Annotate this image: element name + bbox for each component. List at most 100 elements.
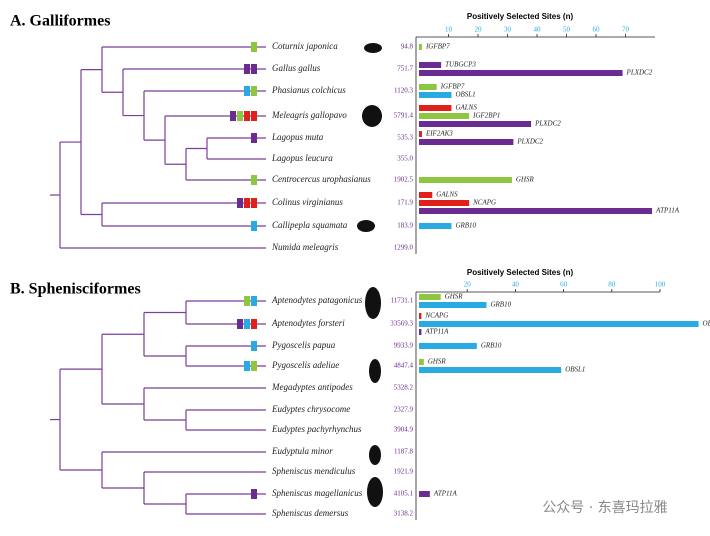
bar bbox=[419, 329, 422, 335]
species-name: Phasianus colchicus bbox=[271, 85, 346, 95]
side-number: 5328.2 bbox=[394, 384, 414, 392]
penguin-icon bbox=[365, 287, 381, 319]
bar-label: GALNS bbox=[455, 104, 477, 112]
bird-icon bbox=[362, 105, 382, 127]
bar-label: GHSR bbox=[516, 176, 535, 184]
bird-icon bbox=[357, 220, 375, 232]
bar bbox=[419, 92, 452, 98]
species-name: Pygoscelis papua bbox=[271, 340, 336, 350]
bar-label: OBSL1 bbox=[455, 91, 475, 99]
bar-label: GALNS bbox=[436, 191, 458, 199]
species-name: Centrocercus urophasianus bbox=[272, 174, 371, 184]
side-number: 751.7 bbox=[397, 65, 413, 73]
bar bbox=[419, 113, 470, 119]
bar bbox=[419, 223, 452, 229]
side-number: 94.8 bbox=[401, 43, 414, 51]
bar-label: ATP11A bbox=[655, 207, 680, 215]
species-name: Spheniscus mendiculus bbox=[272, 466, 356, 476]
bar bbox=[419, 208, 653, 214]
marker bbox=[244, 111, 250, 121]
species-name: Lagopus muta bbox=[271, 132, 324, 142]
bar-label: GHSR bbox=[445, 293, 464, 301]
bar bbox=[419, 302, 487, 308]
species-name: Megadyptes antipodes bbox=[271, 382, 353, 392]
x-tick-label: 30 bbox=[504, 26, 512, 34]
panel-title: B. Sphenisciformes bbox=[10, 281, 141, 298]
x-tick-label: 40 bbox=[512, 281, 520, 289]
x-tick-label: 60 bbox=[593, 26, 601, 34]
bar bbox=[419, 121, 532, 127]
x-tick-label: 100 bbox=[655, 281, 666, 289]
marker bbox=[251, 111, 257, 121]
side-number: 2327.9 bbox=[394, 406, 414, 414]
bar bbox=[419, 200, 470, 206]
species-name: Gallus gallus bbox=[272, 63, 321, 73]
bar bbox=[419, 321, 699, 327]
x-tick-label: 60 bbox=[560, 281, 568, 289]
marker bbox=[251, 86, 257, 96]
bar bbox=[419, 313, 422, 319]
species-name: Spheniscus magellanicus bbox=[272, 488, 363, 498]
side-number: 1921.9 bbox=[394, 468, 414, 476]
bird-icon bbox=[364, 43, 382, 53]
axis-title: Positively Selected Sites (n) bbox=[467, 268, 574, 277]
marker bbox=[251, 341, 257, 351]
marker bbox=[237, 319, 243, 329]
side-number: 11731.1 bbox=[391, 297, 414, 305]
marker bbox=[251, 64, 257, 74]
marker bbox=[244, 319, 250, 329]
side-number: 171.9 bbox=[397, 199, 413, 207]
bar bbox=[419, 177, 512, 183]
bar-label: GRB10 bbox=[481, 342, 502, 350]
species-name: Eudyptes chrysocome bbox=[271, 404, 350, 414]
bar bbox=[419, 343, 477, 349]
penguin-icon bbox=[369, 445, 381, 465]
bar bbox=[419, 131, 422, 137]
marker bbox=[244, 361, 250, 371]
marker bbox=[230, 111, 236, 121]
bar-label: NCAPG bbox=[424, 312, 448, 320]
side-number: 3138.2 bbox=[394, 510, 414, 518]
x-tick-label: 10 bbox=[445, 26, 453, 34]
marker bbox=[251, 489, 257, 499]
watermark: 公众号 · 东喜玛拉雅 bbox=[542, 500, 667, 516]
bar-label: PLXDC2 bbox=[516, 138, 543, 146]
side-number: 4105.1 bbox=[394, 490, 414, 498]
species-name: Callipepla squamata bbox=[272, 220, 348, 230]
bar bbox=[419, 84, 437, 90]
x-tick-label: 50 bbox=[563, 26, 571, 34]
marker bbox=[251, 198, 257, 208]
bar-label: IGFBP7 bbox=[440, 83, 465, 91]
bar bbox=[419, 294, 441, 300]
bar bbox=[419, 44, 422, 50]
x-tick-label: 40 bbox=[534, 26, 542, 34]
x-tick-label: 80 bbox=[608, 281, 616, 289]
species-name: Aptenodytes patagonicus bbox=[271, 295, 363, 305]
species-name: Aptenodytes forsteri bbox=[271, 318, 345, 328]
side-number: 535.3 bbox=[397, 134, 413, 142]
side-number: 183.9 bbox=[397, 222, 413, 230]
bar-label: IGF2BP1 bbox=[472, 112, 500, 120]
silhouettes bbox=[357, 43, 383, 507]
marker bbox=[244, 296, 250, 306]
axis-title: Positively Selected Sites (n) bbox=[467, 12, 574, 21]
bar bbox=[419, 491, 430, 497]
side-number: 1299.0 bbox=[394, 244, 414, 252]
bar-label: ATP11A bbox=[433, 490, 458, 498]
species-name: Eudyptula minor bbox=[271, 446, 333, 456]
marker bbox=[251, 296, 257, 306]
bar bbox=[419, 139, 514, 145]
bar bbox=[419, 105, 452, 111]
species-name: Lagopus leucura bbox=[271, 153, 333, 163]
side-number: 33569.3 bbox=[390, 320, 413, 328]
marker bbox=[244, 64, 250, 74]
side-number: 5791.4 bbox=[394, 112, 414, 120]
bar bbox=[419, 359, 424, 365]
side-number: 4847.4 bbox=[394, 362, 414, 370]
marker bbox=[251, 319, 257, 329]
x-tick-label: 20 bbox=[464, 281, 472, 289]
side-number: 1187.8 bbox=[394, 448, 413, 456]
panel-title: A. Galliformes bbox=[10, 13, 110, 30]
